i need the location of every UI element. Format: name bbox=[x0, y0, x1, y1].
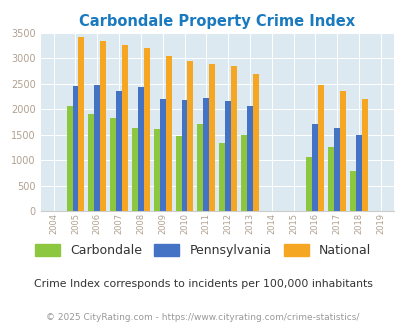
Bar bbox=[94, 85, 100, 211]
Bar bbox=[88, 115, 94, 211]
Bar bbox=[252, 74, 258, 211]
Text: © 2025 CityRating.com - https://www.cityrating.com/crime-statistics/: © 2025 CityRating.com - https://www.city… bbox=[46, 313, 359, 322]
Bar bbox=[100, 41, 106, 211]
Bar bbox=[78, 37, 84, 211]
Legend: Carbondale, Pennsylvania, National: Carbondale, Pennsylvania, National bbox=[28, 237, 377, 263]
Bar bbox=[355, 135, 361, 211]
Bar bbox=[306, 157, 311, 211]
Bar bbox=[143, 48, 149, 211]
Bar bbox=[241, 135, 246, 211]
Bar bbox=[159, 99, 165, 211]
Bar bbox=[181, 100, 187, 211]
Bar bbox=[246, 106, 252, 211]
Bar bbox=[230, 66, 237, 211]
Bar bbox=[165, 56, 171, 211]
Bar bbox=[361, 99, 367, 211]
Bar bbox=[122, 45, 128, 211]
Bar bbox=[132, 128, 138, 211]
Bar bbox=[175, 136, 181, 211]
Bar bbox=[72, 86, 78, 211]
Text: Crime Index corresponds to incidents per 100,000 inhabitants: Crime Index corresponds to incidents per… bbox=[34, 279, 371, 289]
Bar bbox=[203, 98, 209, 211]
Bar bbox=[339, 91, 345, 211]
Bar bbox=[187, 61, 193, 211]
Title: Carbondale Property Crime Index: Carbondale Property Crime Index bbox=[79, 14, 354, 29]
Bar bbox=[153, 129, 159, 211]
Bar bbox=[311, 124, 318, 211]
Bar bbox=[349, 171, 355, 211]
Bar bbox=[318, 85, 323, 211]
Bar bbox=[328, 147, 333, 211]
Bar bbox=[110, 117, 116, 211]
Bar bbox=[333, 128, 339, 211]
Bar bbox=[116, 90, 122, 211]
Bar bbox=[219, 144, 225, 211]
Bar bbox=[138, 87, 143, 211]
Bar bbox=[209, 64, 215, 211]
Bar bbox=[225, 101, 230, 211]
Bar bbox=[197, 124, 203, 211]
Bar bbox=[66, 106, 72, 211]
